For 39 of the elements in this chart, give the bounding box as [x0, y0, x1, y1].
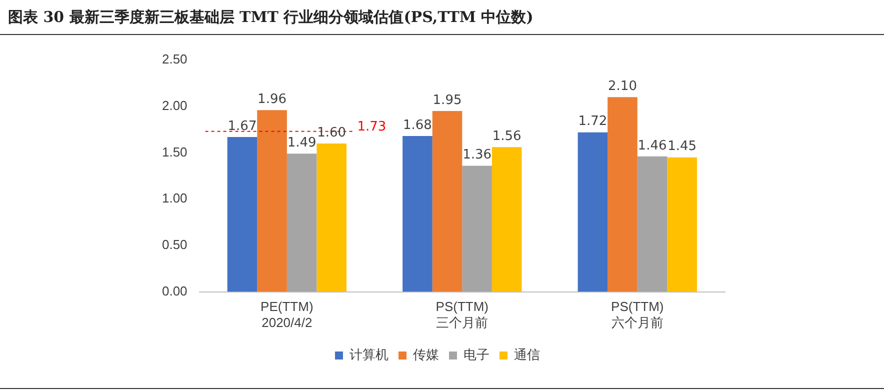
bar	[492, 147, 522, 292]
y-tick-label: 0.00	[162, 283, 188, 298]
data-label: 1.67	[228, 118, 257, 134]
y-tick-label: 2.50	[162, 52, 188, 67]
legend-label: 通信	[514, 347, 540, 362]
data-label: 1.95	[432, 92, 462, 108]
data-label: 1.56	[492, 129, 522, 144]
bar	[432, 110, 462, 292]
y-tick-label: 0.50	[162, 237, 188, 252]
legend-label: 传媒	[413, 347, 439, 362]
bar	[637, 156, 668, 292]
x-tick-label: PS(TTM) 三个月前	[436, 299, 489, 330]
bar	[608, 97, 638, 292]
legend-label: 电子	[464, 347, 490, 362]
y-tick-label: 1.50	[162, 144, 188, 160]
bar	[286, 154, 317, 292]
bar	[316, 143, 346, 292]
bar	[257, 110, 287, 292]
data-label: 1.36	[462, 148, 492, 163]
bar	[227, 136, 258, 292]
bar	[578, 132, 608, 292]
data-label: 1.72	[578, 114, 608, 130]
ref-line-label: 1.73	[357, 119, 386, 134]
data-label: 1.45	[668, 139, 697, 154]
data-label: 1.49	[287, 136, 316, 151]
x-tick-label: PS(TTM) 六个月前	[611, 299, 664, 330]
data-label: 1.68	[402, 118, 432, 133]
y-tick-label: 2.00	[162, 98, 188, 113]
bar	[402, 136, 432, 292]
bar	[462, 166, 492, 292]
chart-title: 图表 30 最新三季度新三板基础层 TMT 行业细分领域估值(PS,TTM 中位数)	[8, 8, 534, 27]
y-tick-label: 1.00	[162, 190, 188, 206]
x-tick-label: PE(TTM) 2020/4/2	[260, 299, 314, 330]
bar	[667, 157, 697, 292]
data-label: 1.96	[258, 92, 286, 107]
data-label: 1.46	[638, 138, 667, 154]
data-label: 1.60	[317, 125, 346, 140]
legend-label: 计算机	[350, 347, 388, 362]
data-label: 2.10	[608, 78, 637, 94]
